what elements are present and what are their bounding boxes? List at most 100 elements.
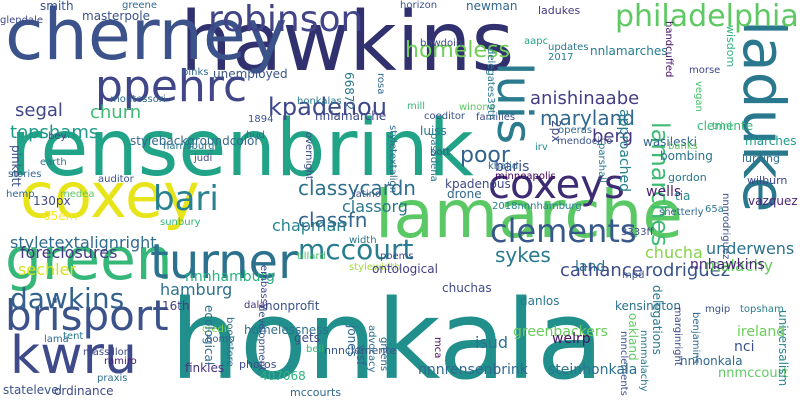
cloud-word: tillard <box>297 251 326 262</box>
cloud-word: ordinance <box>54 384 114 398</box>
cloud-word: rosa <box>375 73 386 95</box>
cloud-word: philadelphia <box>615 0 799 34</box>
cloud-word: anishinaabe <box>530 88 640 109</box>
cloud-word: parshall <box>596 143 607 183</box>
cloud-word: praxis <box>97 373 128 384</box>
cloud-word: auditor <box>98 174 134 185</box>
cloud-word: gets <box>294 331 320 345</box>
cloud-word: honkalas <box>297 96 342 107</box>
cloud-word: malachy <box>705 256 774 275</box>
cloud-word: kpadenou <box>268 93 387 121</box>
cloud-word: universalism <box>776 310 790 387</box>
cloud-word: gordon <box>668 171 707 184</box>
cloud-word: land <box>575 259 606 275</box>
cloud-word: mccourts <box>290 386 342 399</box>
cloud-word: bombing <box>660 149 713 163</box>
cloud-word: 16th <box>162 299 190 313</box>
cloud-word: credit <box>202 324 231 335</box>
cloud-word: shetterly <box>659 207 704 218</box>
cloud-word: greenbackers <box>513 324 608 340</box>
cloud-word: baris <box>495 159 530 175</box>
cloud-word: turner <box>150 234 298 290</box>
cloud-word: rensenbrink <box>10 104 474 194</box>
cloud-word: 2018nnnhamburg <box>492 201 582 212</box>
cloud-word: morse <box>689 65 721 76</box>
cloud-word: hawkins <box>180 0 515 90</box>
cloud-word: jones <box>345 325 359 357</box>
cloud-word: 130px <box>33 194 71 208</box>
cloud-word: nnnhamburg <box>185 269 275 285</box>
cloud-word: bomb <box>206 334 235 345</box>
cloud-word: underwens <box>706 239 795 258</box>
cloud-word: sykes <box>495 243 551 267</box>
cloud-word: robinson <box>208 0 364 40</box>
cloud-word: topsham <box>740 304 784 315</box>
cloud-word: chapman <box>272 216 347 235</box>
cloud-word: delegates39th <box>485 48 496 121</box>
cloud-word: chuchas <box>442 281 492 295</box>
cloud-word: delegations <box>650 285 664 355</box>
cloud-word: sunbury <box>160 217 201 228</box>
cloud-word: bott <box>430 147 451 158</box>
cloud-word: danlos <box>520 294 560 308</box>
cloud-word: hud <box>246 130 266 141</box>
cloud-word: benjamins <box>690 312 701 364</box>
cloud-word: lamarche <box>375 176 683 253</box>
cloud-word: nnhawkins <box>690 257 765 273</box>
cloud-word: brisport <box>5 291 169 340</box>
cloud-word: ontological <box>372 262 438 276</box>
cloud-word: advocacy <box>366 325 377 373</box>
cloud-word: approached <box>616 109 632 193</box>
cloud-word: earth <box>40 157 67 168</box>
cloud-word: massillon <box>83 347 131 358</box>
cloud-word: classfn <box>298 208 368 232</box>
cloud-word: winona <box>459 102 495 113</box>
cloud-word: maryland <box>540 106 635 130</box>
cloud-word: ppehrc <box>95 61 248 112</box>
cloud-word: foreclosures <box>20 243 118 262</box>
cloud-word: mccourt <box>298 233 414 266</box>
cloud-word: bookstore <box>224 317 235 367</box>
cloud-word: kpadenous <box>445 177 511 191</box>
cloud-word: pinks <box>182 67 209 78</box>
cloud-word: unemployed <box>213 67 288 81</box>
cloud-word: classycardn <box>298 176 416 200</box>
cloud-word: wilburn <box>747 174 788 187</box>
cloud-word: nnnrensenbrink <box>418 362 528 378</box>
cloud-word: trini <box>712 121 732 132</box>
cloud-word: khalid <box>488 161 519 172</box>
cloud-word: aapc <box>524 36 549 47</box>
cloud-word: irv <box>535 142 548 153</box>
cloud-word: clemente <box>697 119 754 133</box>
cloud-word: poor <box>460 143 510 168</box>
cloud-word: ecological <box>202 305 216 366</box>
cloud-word: stylewidth <box>349 262 401 273</box>
cloud-word: 05em <box>43 209 78 223</box>
cloud-word: green <box>5 225 173 293</box>
cloud-word: 3333ff <box>621 227 654 238</box>
cloud-word: bowdoin <box>420 38 463 49</box>
cloud-word: montessori <box>110 94 166 105</box>
cloud-word: homelessness <box>244 323 329 337</box>
cloud-word: poems <box>380 251 414 262</box>
cloud-word: marches <box>745 134 797 148</box>
cloud-word: masterpole <box>82 9 150 23</box>
cloud-word: mpd <box>622 270 645 281</box>
cloud-word: mgip <box>705 304 731 315</box>
cloud-word: styletextalignright <box>10 233 157 252</box>
cloud-word: topshams <box>10 122 99 143</box>
cloud-word: welrp <box>552 331 591 347</box>
cloud-word: nonprofit <box>265 299 320 313</box>
cloud-word: 2017 <box>548 52 574 63</box>
cloud-word: ireland <box>737 324 786 340</box>
cloud-word: greene <box>122 0 158 11</box>
cloud-word: stylebackgroundcolor <box>130 134 260 148</box>
cloud-word: wells <box>646 184 682 200</box>
cloud-word: bari <box>153 179 219 219</box>
cloud-word: coxey <box>20 159 200 232</box>
cloud-word: nnnrodriguez <box>720 193 731 260</box>
cloud-word: clements <box>490 212 637 250</box>
cloud-word: isud <box>475 333 509 352</box>
cloud-word: cathance <box>560 260 643 281</box>
cloud-word: horizon <box>400 0 438 11</box>
